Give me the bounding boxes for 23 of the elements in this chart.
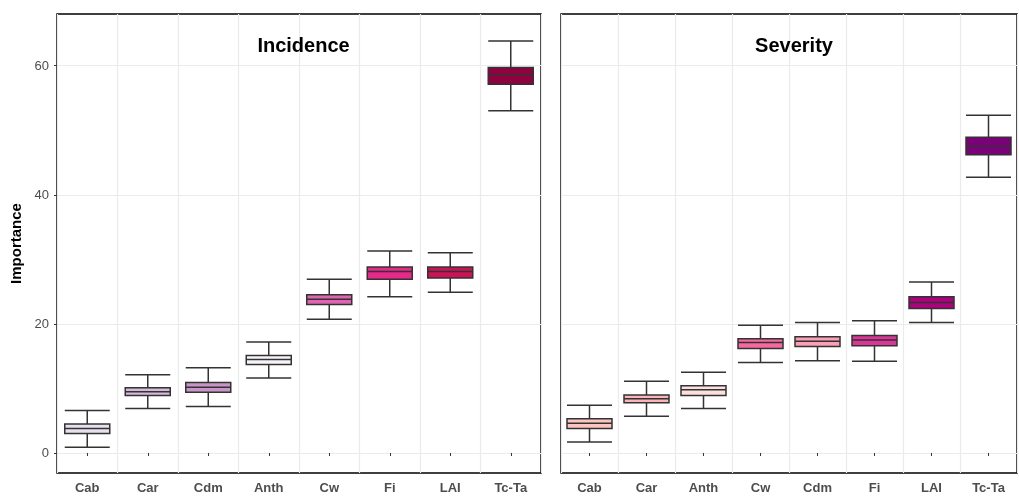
text: Incidence — [257, 34, 350, 56]
x-tick-label: Cab — [74, 480, 100, 495]
x-tick-label: LAI — [439, 480, 461, 495]
x-tick-label: Cab — [577, 480, 602, 495]
x-tick-label: Cw — [319, 480, 340, 495]
x-tick-label: Cdm — [803, 480, 832, 495]
y-tick-label: 20 — [34, 316, 49, 332]
y-tick-label: 40 — [34, 187, 49, 203]
x-tick-label: Fi — [868, 480, 881, 495]
x-tick-label: LAI — [921, 480, 942, 495]
x-tick-label: Cdm — [193, 480, 223, 495]
y-axis-title: Importance — [7, 203, 24, 284]
x-tick-label: Tc-Ta — [494, 480, 528, 495]
x-tick-label: Cw — [750, 480, 772, 495]
x-tick-label: Anth — [253, 480, 284, 495]
x-tick-label: Car — [136, 480, 159, 495]
text: Severity — [755, 34, 834, 56]
x-tick-label: Anth — [688, 480, 719, 495]
x-tick-label: Fi — [383, 480, 396, 495]
y-tick-label: 0 — [41, 445, 49, 461]
x-tick-label: Tc-Ta — [972, 480, 1006, 495]
y-tick-label: 60 — [34, 58, 49, 74]
x-tick-label: Car — [635, 480, 658, 495]
